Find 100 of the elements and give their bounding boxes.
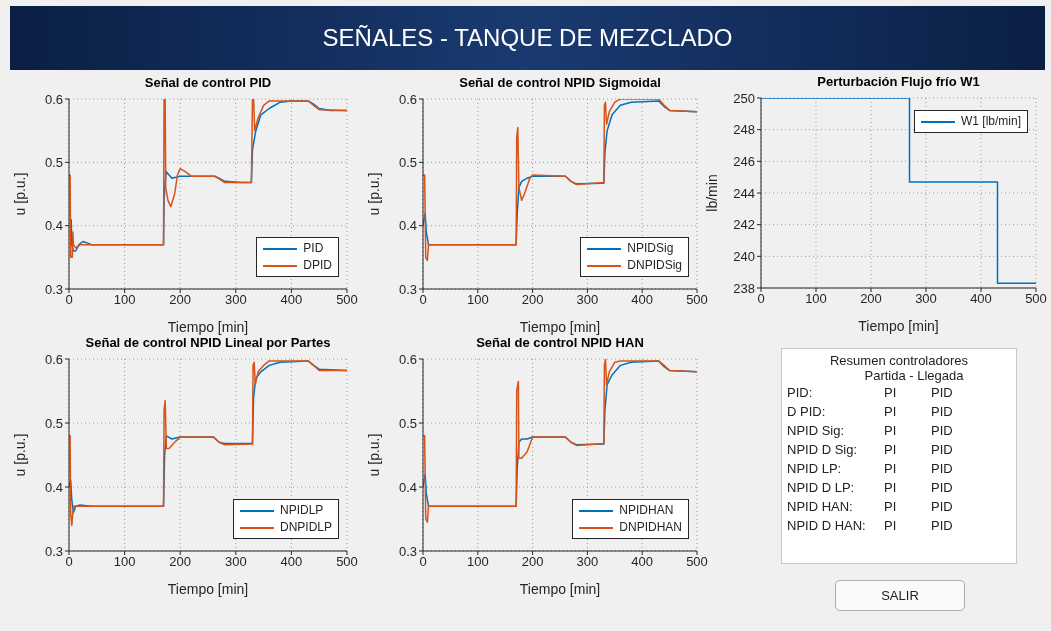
y-tick-label: 246 [733,153,755,169]
legend-label: W1 [lb/min] [960,113,1021,130]
x-tick-label: 100 [466,554,489,570]
chart-title: Señal de control NPID Lineal por Partes [84,335,332,350]
x-axis-title: Tiempo [min] [519,319,601,335]
x-tick-label: 500 [1025,291,1047,307]
legend-label: DNPIDHAN [619,519,682,536]
text: NPID D HAN: [787,517,867,535]
y-axis-title: u [p.u.] [11,172,28,216]
y-tick-label: 248 [733,122,755,138]
text: PI [884,479,898,497]
text: PI [884,422,898,440]
x-tick-label: 500 [336,554,358,570]
y-tick-label: 0.4 [398,218,417,234]
x-tick-label: 200 [860,291,882,307]
x-tick-label: 300 [224,554,247,570]
x-tick-label: 400 [970,291,992,307]
text: PID [931,403,953,421]
legend-label: NPIDLP [279,502,324,519]
text: PI [884,441,898,459]
y-tick-label: 0.4 [44,218,63,234]
x-tick-label: 0 [419,554,427,570]
y-tick-label: 0.4 [398,479,417,495]
text: PID [931,422,953,440]
text: NPID D LP: [787,479,856,497]
x-tick-label: 500 [686,292,708,308]
x-axis-title: Tiempo [min] [167,319,249,335]
y-tick-label: 244 [733,185,755,201]
y-tick-label: 0.6 [398,351,417,367]
text: PI [884,384,898,402]
x-tick-label: 0 [65,554,73,570]
x-tick-label: 100 [113,554,136,570]
x-axis-title: Tiempo [min] [858,318,939,334]
y-tick-label: 0.5 [44,154,63,170]
chart-title: Señal de control NPID HAN [475,335,645,350]
chart-title: Señal de control NPID Sigmoidal [458,75,662,90]
x-tick-label: 100 [113,292,136,308]
y-tick-label: 0.3 [398,281,417,297]
y-tick-label: 0.5 [44,415,63,431]
y-tick-label: 0.3 [44,281,63,297]
legend-label: DNPIDSig [627,257,682,274]
text: Resumen controladores [829,353,969,368]
text: SEÑALES - TANQUE DE MEZCLADO [10,6,1045,70]
y-tick-label: 0.5 [398,415,417,431]
x-tick-label: 200 [169,554,192,570]
y-axis-title: u [p.u.] [365,172,382,216]
legend-label: DNPIDLP [279,519,332,536]
y-tick-label: 0.5 [398,154,417,170]
y-tick-label: 0.4 [44,479,63,495]
text: PID [931,441,953,459]
x-tick-label: 200 [169,292,192,308]
x-tick-label: 300 [224,292,247,308]
x-tick-label: 200 [521,292,544,308]
text: PID [931,384,953,402]
y-tick-label: 0.6 [44,91,63,107]
y-axis-title: u [p.u.] [11,433,28,477]
x-tick-label: 0 [757,291,765,307]
x-tick-label: 0 [65,292,73,308]
text: PID [931,479,953,497]
y-axis-title: lb/min [703,174,720,212]
text: PI [884,460,898,478]
chart-title: Perturbación Flujo frío W1 [816,74,981,89]
text: PI [884,403,898,421]
x-tick-label: 300 [915,291,937,307]
x-tick-label: 100 [466,292,489,308]
chart-title: Señal de control PID [143,75,273,90]
text: PID [931,498,953,516]
y-tick-label: 240 [733,248,755,264]
y-tick-label: 250 [733,90,755,106]
text: Partida - Llegada [863,368,965,383]
x-tick-label: 400 [280,554,303,570]
text: PID: [787,384,814,402]
x-tick-label: 400 [280,292,303,308]
text: NPID Sig: [787,422,846,440]
text: PID [931,460,953,478]
y-axis-title: u [p.u.] [365,433,382,477]
text: NPID D Sig: [787,441,859,459]
x-tick-label: 500 [686,554,708,570]
text: PI [884,517,898,535]
legend-label: PID [303,240,324,257]
text: NPID HAN: [787,498,854,516]
y-tick-label: 0.3 [398,543,417,559]
legend-label: DPID [303,257,332,274]
legend-label: NPIDSig [627,240,674,257]
text: D PID: [787,403,827,421]
y-tick-label: 0.6 [44,351,63,367]
x-tick-label: 500 [336,292,358,308]
legend-label: NPIDHAN [619,502,674,519]
x-axis-title: Tiempo [min] [167,581,249,597]
y-tick-label: 242 [733,217,755,233]
text: PI [884,498,898,516]
y-tick-label: 238 [733,280,755,296]
y-tick-label: 0.6 [398,91,417,107]
x-axis-title: Tiempo [min] [519,581,601,597]
text: NPID LP: [787,460,843,478]
x-tick-label: 400 [631,554,654,570]
x-tick-label: 400 [631,292,654,308]
x-tick-label: 300 [576,292,599,308]
x-tick-label: 300 [576,554,599,570]
text: SALIR [835,580,965,611]
